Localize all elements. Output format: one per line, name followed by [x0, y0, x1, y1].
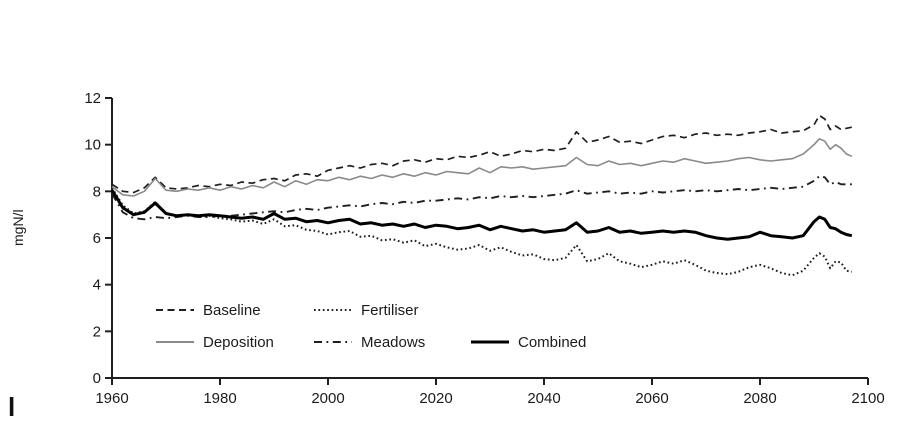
combined-line-sample-icon [471, 340, 509, 344]
series-fertiliser [111, 187, 852, 277]
series-baseline [111, 114, 852, 194]
legend-item-meadows: Meadows [313, 332, 425, 352]
x-tick-label: 1980 [203, 390, 236, 407]
series-meadows [111, 175, 852, 221]
meadows-line-sample-icon [314, 341, 352, 343]
x-tick-label: 2080 [743, 390, 776, 407]
legend-item-combined: Combined [470, 332, 586, 352]
legend-item-fertiliser: Fertiliser [313, 300, 419, 320]
stray-text-mark: l [8, 392, 16, 422]
x-tick-label: 2060 [635, 390, 668, 407]
series-combined [110, 189, 853, 241]
legend-label-combined: Combined [518, 333, 587, 351]
legend-label-fertiliser: Fertiliser [361, 301, 419, 319]
y-tick-label: 4 [93, 277, 101, 294]
y-tick-label: 6 [93, 230, 101, 247]
y-tick-label: 0 [93, 370, 101, 387]
x-tick-label: 2040 [527, 390, 560, 407]
baseline-line-sample-icon [156, 309, 194, 311]
legend-label-baseline: Baseline [203, 301, 261, 319]
x-tick-label: 2100 [851, 390, 884, 407]
series-deposition [111, 138, 853, 197]
y-axis-title: mgN/l [10, 209, 26, 247]
legend-label-deposition: Deposition [203, 333, 274, 351]
legend-item-baseline: Baseline [155, 300, 261, 320]
y-tick-label: 12 [84, 90, 101, 107]
y-tick-label: 8 [93, 183, 101, 200]
x-tick-label: 1960 [95, 390, 128, 407]
fertiliser-line-sample-icon [314, 309, 352, 311]
deposition-line-sample-icon [156, 341, 194, 343]
legend-item-deposition: Deposition [155, 332, 274, 352]
y-tick-label: 10 [84, 137, 101, 154]
y-tick-label: 2 [93, 323, 101, 340]
legend-label-meadows: Meadows [361, 333, 426, 351]
x-tick-label: 2020 [419, 390, 452, 407]
x-tick-label: 2000 [311, 390, 344, 407]
